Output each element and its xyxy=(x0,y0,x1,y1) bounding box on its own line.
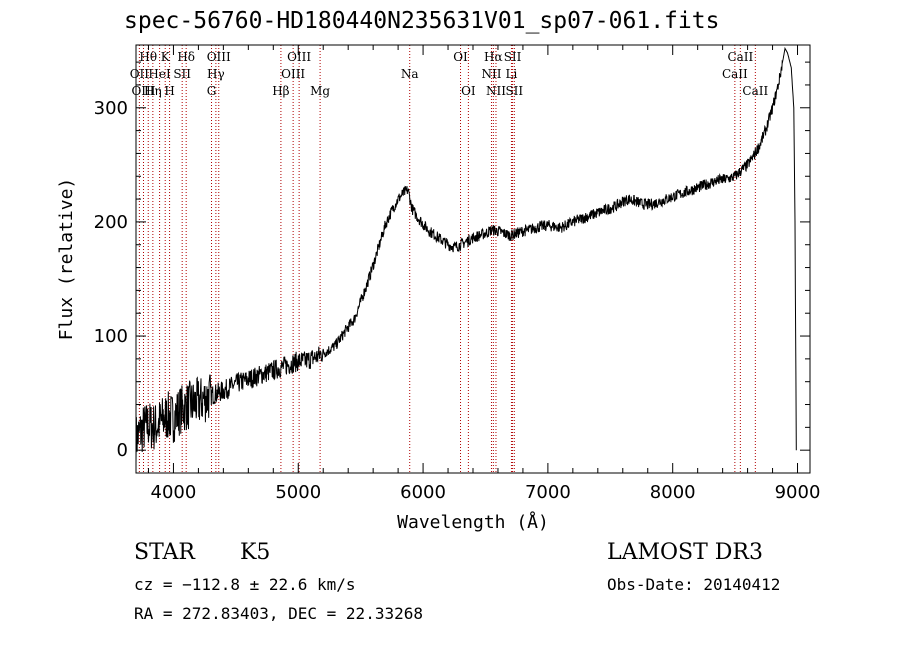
spectral-line-label: OII xyxy=(130,67,150,81)
spectral-line-label: CaII xyxy=(722,67,748,81)
chart-title: spec-56760-HD180440N235631V01_sp07-061.f… xyxy=(124,8,720,34)
y-tick-label: 200 xyxy=(94,212,128,233)
spectral-line-label: Hθ xyxy=(139,50,157,64)
spectral-line-label: Na xyxy=(401,67,419,81)
spectral-line-label: HeI xyxy=(148,67,171,81)
spectral-line-labels: Hθ OII OIII K HeI Hη Hδ SII H OIII Hγ G OIII OIII Hβ Mg… xyxy=(130,50,769,98)
spectral-line-label: OIII xyxy=(207,50,231,64)
y-tick-label: 100 xyxy=(94,326,128,347)
ra-dec-coordinates: RA = 272.83403, DEC = 22.33268 xyxy=(134,604,423,623)
plot-frame xyxy=(135,44,811,474)
y-tick-label: 300 xyxy=(94,98,128,119)
spectral-line-label: Hβ xyxy=(272,84,289,98)
object-class: STAR xyxy=(134,540,195,565)
spectral-line-label: Hα xyxy=(484,50,503,64)
x-tick-label: 8000 xyxy=(650,482,696,503)
x-tick-label: 7000 xyxy=(525,482,571,503)
spectral-line-label: Hδ xyxy=(177,50,195,64)
spectral-line-label: OIII xyxy=(131,84,155,98)
spectral-line-label: SII xyxy=(504,50,522,64)
spectral-line-label: CaII xyxy=(727,50,753,64)
spectral-line-label: OI xyxy=(461,84,476,98)
spectral-line-label: OI xyxy=(453,50,468,64)
spectral-line-markers xyxy=(138,45,756,473)
x-tick-label: 9000 xyxy=(775,482,821,503)
spectral-line-label: Mg xyxy=(310,84,330,98)
spectral-line-label: NII xyxy=(486,84,506,98)
x-tick-label: 5000 xyxy=(275,482,321,503)
spectral-line-label: K xyxy=(161,50,171,64)
spectral-line-label: Li xyxy=(506,67,518,81)
survey-name: LAMOST DR3 xyxy=(607,540,763,565)
spectral-line-label: SII xyxy=(505,84,523,98)
spectrum-series-line xyxy=(135,46,797,464)
observation-date: Obs-Date: 20140412 xyxy=(607,575,781,594)
spectral-line-label: OIII xyxy=(281,67,305,81)
x-tick-label: 4000 xyxy=(151,482,197,503)
spectral-line-label: Hη xyxy=(144,84,162,98)
x-tick-label: 6000 xyxy=(400,482,446,503)
spectral-line-label: SII xyxy=(173,67,191,81)
spectral-line-label: Hγ xyxy=(207,67,225,81)
x-axis-label: Wavelength (Å) xyxy=(397,511,549,533)
redshift-velocity: cz = −112.8 ± 22.6 km/s xyxy=(134,575,356,594)
spectral-line-label: OIII xyxy=(287,50,311,64)
spectral-line-label: G xyxy=(207,84,217,98)
axis-ticks: 4000 5000 6000 7000 8000 9000 0 100 200 300 xyxy=(94,45,821,503)
spectral-line-label: NII xyxy=(481,67,501,81)
y-axis-label: Flux (relative) xyxy=(56,178,77,341)
y-tick-label: 0 xyxy=(117,440,128,461)
spectral-line-label: H xyxy=(164,84,174,98)
spectral-line-label: CaII xyxy=(742,84,768,98)
object-subclass: K5 xyxy=(240,540,271,565)
